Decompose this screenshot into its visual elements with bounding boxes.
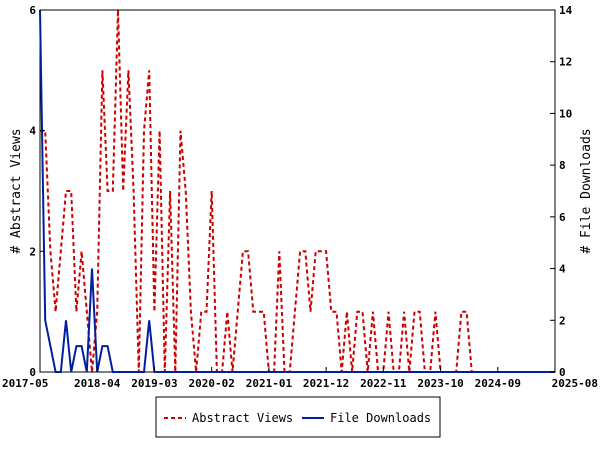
series-line-file-downloads (39, 9, 555, 373)
legend-label-abstract-views: Abstract Views (192, 411, 293, 425)
y-axis-right: 0 2 4 6 8 10 12 14 (550, 4, 573, 379)
y-tick-label: 2 (29, 245, 36, 258)
y-tick-label: 0 (29, 366, 36, 379)
y2-tick-label: 4 (559, 263, 566, 276)
y2-tick-label: 6 (559, 211, 566, 224)
series-line-abstract-views (40, 9, 555, 373)
legend-box (155, 396, 441, 438)
legend-label-file-downloads: File Downloads (330, 411, 431, 425)
y2-tick-label: 0 (559, 366, 566, 379)
y2-tick-label: 10 (559, 107, 572, 120)
x-tick-label: 2017-05 (2, 377, 48, 390)
x-tick-label: 2024-09 (475, 377, 521, 390)
y2-tick-label: 2 (559, 314, 566, 327)
y-axis-title-left: # Abstract Views (9, 128, 24, 253)
series-layer (39, 9, 555, 373)
x-tick-label: 2022-11 (360, 377, 407, 390)
x-tick-label: 2021-12 (303, 377, 349, 390)
y2-tick-label: 8 (559, 159, 566, 172)
x-tick-label: 2025-08 (552, 377, 598, 390)
plot-area (39, 9, 556, 373)
x-tick-label: 2018-04 (74, 377, 121, 390)
x-tick-label: 2023-10 (417, 377, 463, 390)
x-tick-label: 2021-01 (246, 377, 293, 390)
y-axis-title-right: # File Downloads (579, 128, 594, 253)
x-axis: 2017-05 2018-04 2019-03 2020-02 2021-01 2021-… (2, 367, 598, 390)
y-tick-label: 6 (29, 4, 36, 17)
y2-tick-label: 12 (559, 56, 572, 69)
legend: Abstract Views File Downloads (155, 396, 441, 438)
y2-tick-label: 14 (559, 4, 573, 17)
y-axis-left: 0 2 4 6 (29, 4, 45, 379)
y-tick-label: 4 (29, 125, 36, 138)
x-tick-label: 2019-03 (131, 377, 177, 390)
x-tick-label: 2020-02 (188, 377, 234, 390)
